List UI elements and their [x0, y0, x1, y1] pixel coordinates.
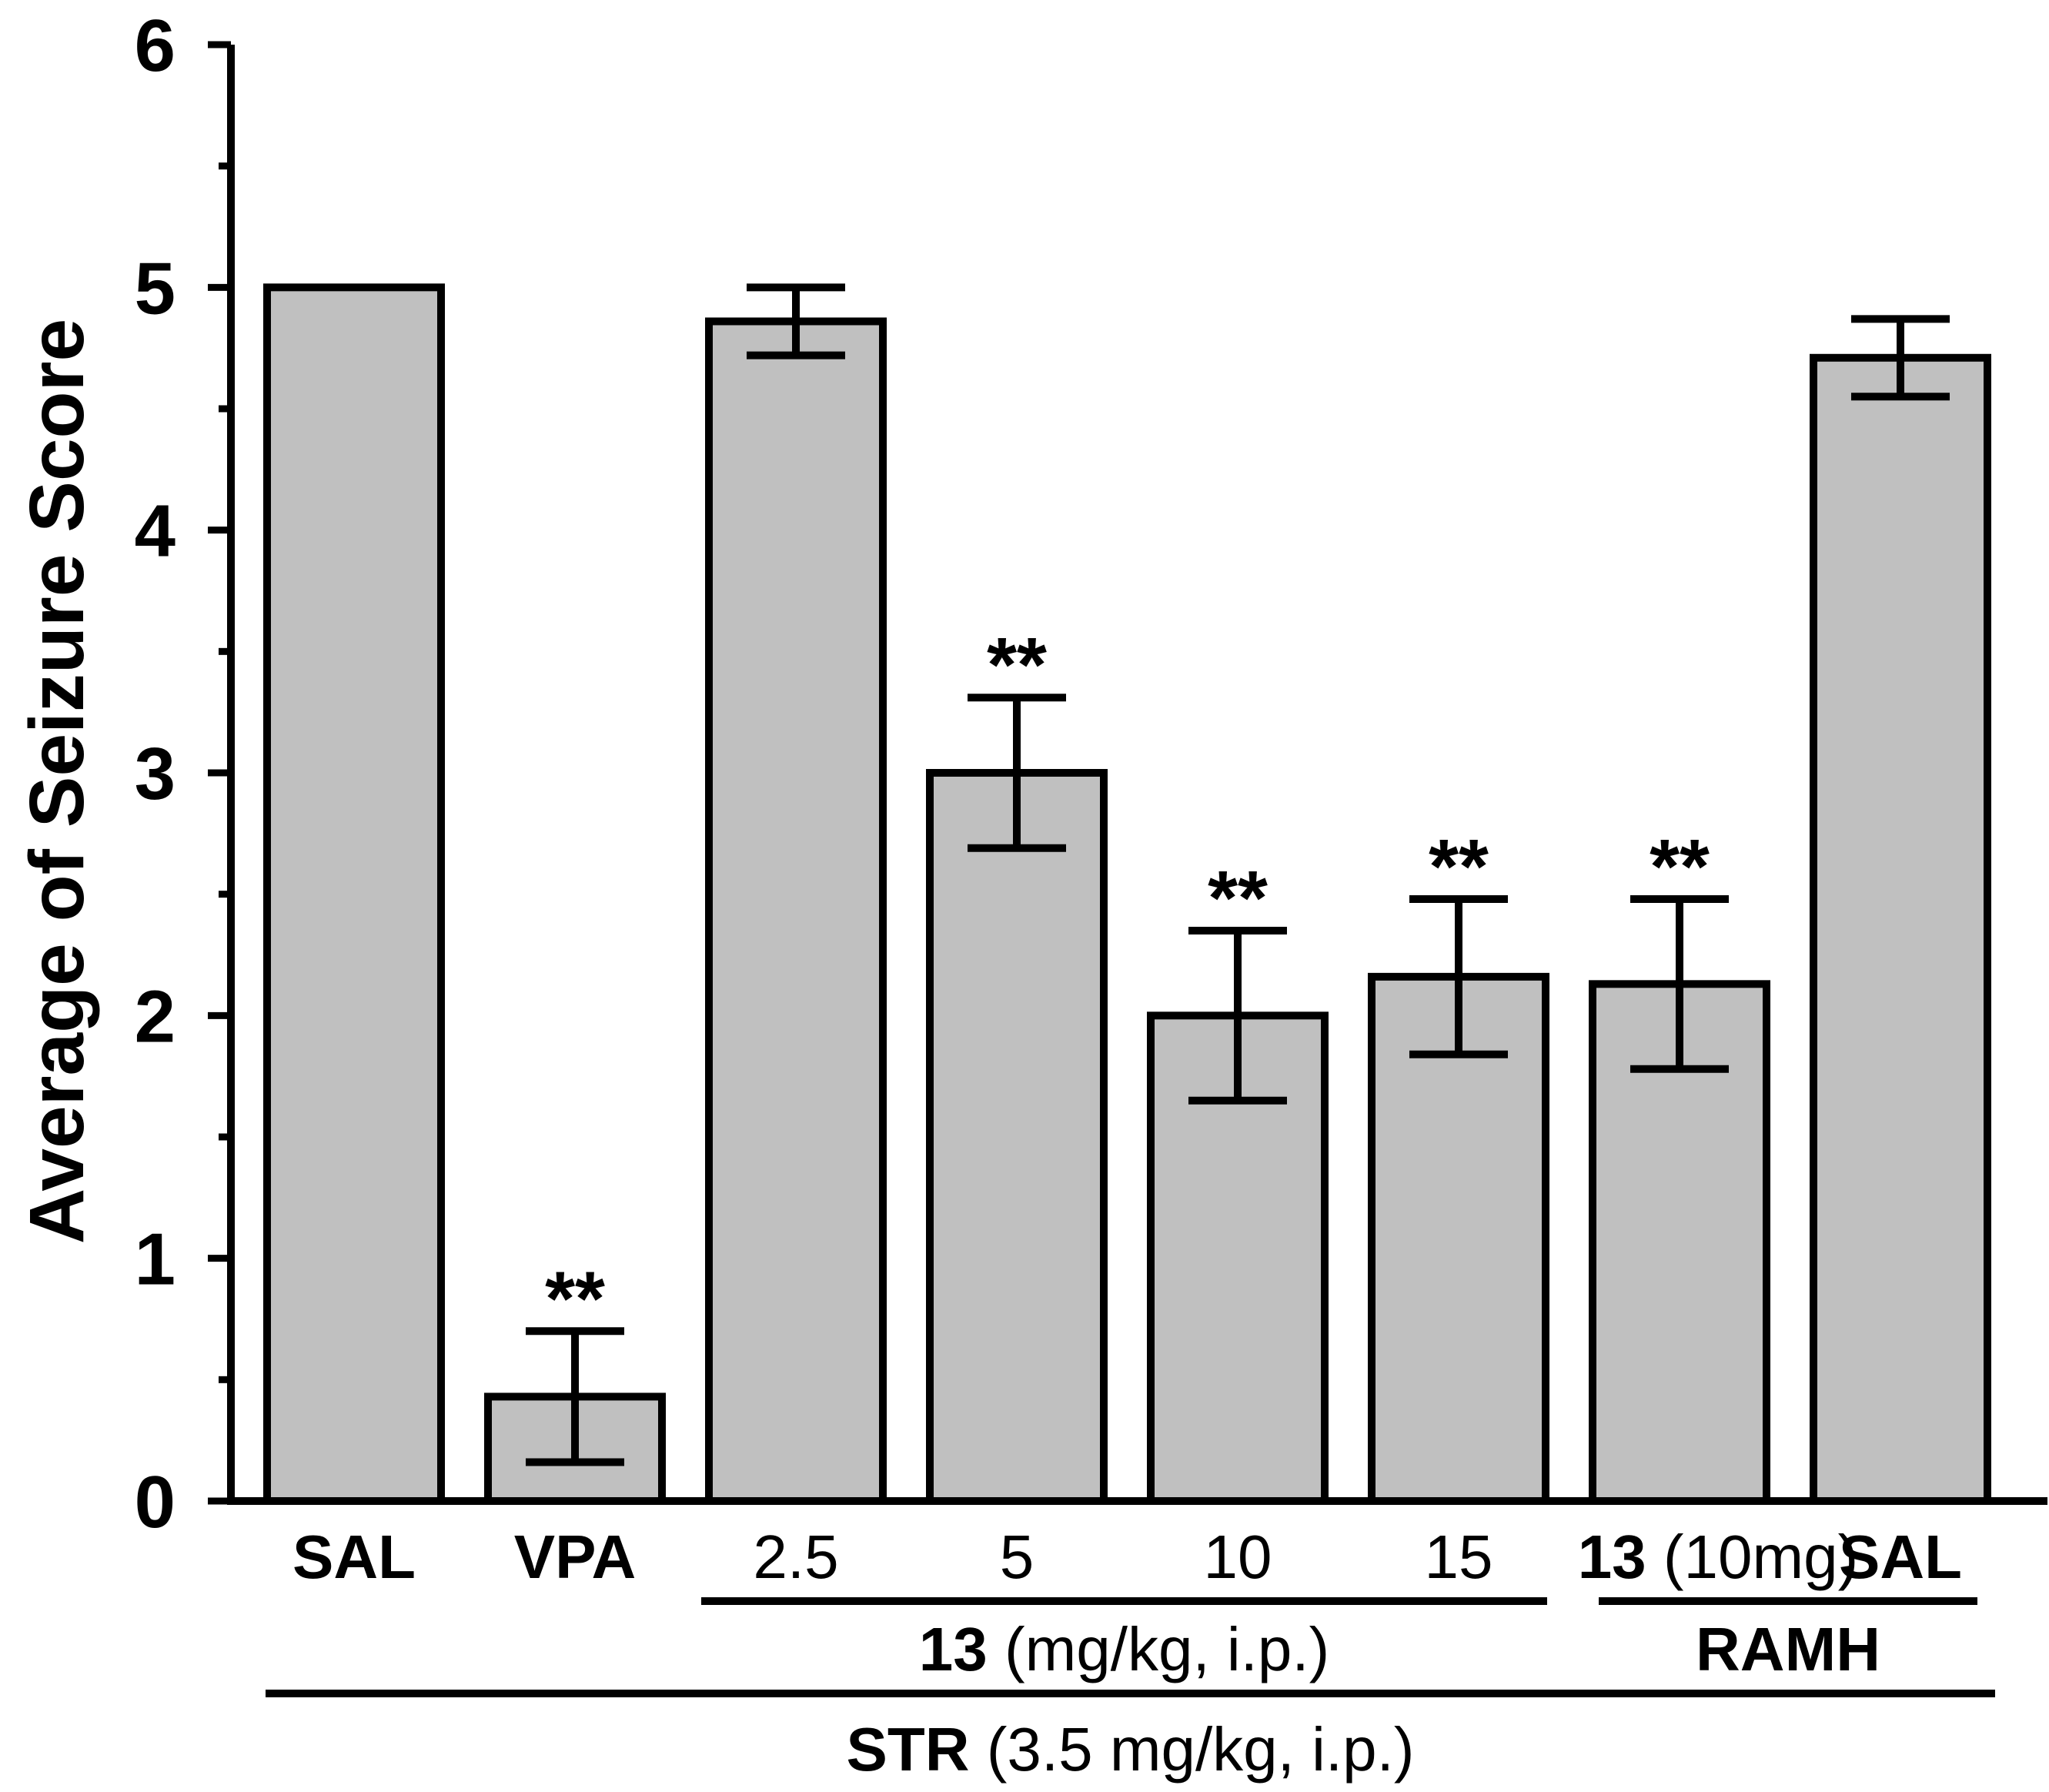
significance-mark: ** — [1429, 824, 1489, 910]
y-tick-label: 6 — [135, 5, 175, 87]
bars — [263, 283, 1991, 1506]
x-category-label: SAL — [1839, 1523, 1962, 1591]
y-tick-label: 5 — [135, 247, 175, 329]
x-category-label-normal: 5 — [1000, 1523, 1035, 1591]
x-category-label: 13 (10mg) — [1578, 1523, 1859, 1591]
x-category-label-normal: 15 — [1425, 1523, 1493, 1591]
x-category-label-bold: SAL — [292, 1523, 416, 1591]
x-category-label: SAL — [292, 1523, 416, 1591]
x-category-label-normal: 10 — [1204, 1523, 1272, 1591]
group-label-bold: RAMH — [1696, 1615, 1880, 1683]
bar — [1368, 972, 1549, 1505]
y-tick-label: 2 — [135, 975, 175, 1058]
group-label: 13 (mg/kg, i.p.) — [919, 1615, 1330, 1683]
x-category-label: 15 — [1425, 1523, 1493, 1591]
y-tick-label: 3 — [135, 733, 175, 815]
group-label-normal: (3.5 mg/kg, i.p.) — [970, 1715, 1415, 1784]
x-category-label: 5 — [1000, 1523, 1035, 1591]
significance-mark: ** — [1650, 824, 1710, 910]
x-category-label-normal: 2.5 — [753, 1523, 838, 1591]
x-category-label-normal: (10mg) — [1646, 1523, 1859, 1591]
significance-mark: ** — [545, 1255, 605, 1342]
y-axis: 0 1 2 3 4 5 6 — [135, 5, 235, 1543]
y-tick-label: 4 — [135, 490, 175, 573]
bar — [263, 283, 445, 1505]
significance-mark: ** — [1208, 855, 1268, 941]
group-label-bold: 13 — [919, 1615, 988, 1683]
x-category-label-bold: VPA — [514, 1523, 637, 1591]
x-category-label-bold: SAL — [1839, 1523, 1962, 1591]
y-tick-label: 0 — [135, 1461, 175, 1543]
group-label: STR (3.5 mg/kg, i.p.) — [847, 1715, 1415, 1784]
x-category-label: 2.5 — [753, 1523, 838, 1591]
group-labels: 13 (mg/kg, i.p.) RAMH STR (3.5 mg/kg, i.p.… — [266, 1597, 1995, 1784]
bar — [705, 317, 887, 1506]
x-category-label: VPA — [514, 1523, 637, 1591]
y-tick-label: 1 — [135, 1219, 175, 1301]
error-bars — [526, 283, 1950, 1466]
group-label: RAMH — [1696, 1615, 1880, 1683]
group-label-bold: STR — [847, 1715, 970, 1784]
significance-mark: ** — [987, 622, 1047, 708]
group-label-normal: (mg/kg, i.p.) — [988, 1615, 1330, 1683]
bar — [1810, 353, 1991, 1505]
category-labels: SAL VPA 2.5 5 10 15 13 (10mg)SAL — [292, 1523, 1962, 1591]
x-category-label: 10 — [1204, 1523, 1272, 1591]
x-category-label-bold: 13 — [1578, 1523, 1646, 1591]
bar — [926, 769, 1108, 1505]
significance-marks: ** ** ** ** ** — [545, 622, 1710, 1342]
y-axis-title: Average of Seizure Score — [14, 319, 100, 1244]
